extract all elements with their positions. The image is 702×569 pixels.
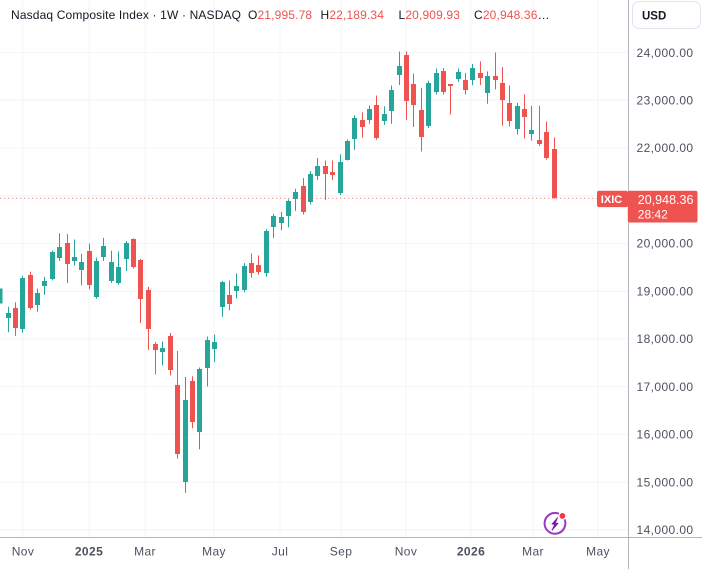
svg-text:USD: USD: [642, 10, 666, 22]
svg-text:Mar: Mar: [134, 545, 156, 559]
svg-text:22,000.00: 22,000.00: [637, 141, 694, 155]
svg-text:28:42: 28:42: [638, 208, 668, 222]
svg-text:Nasdaq Composite Index · 1W ·: Nasdaq Composite Index · 1W · NASDAQ: [11, 8, 241, 22]
svg-text:May: May: [586, 545, 610, 559]
svg-text:Nov: Nov: [395, 545, 418, 559]
svg-text:18,000.00: 18,000.00: [637, 332, 694, 346]
svg-text:14,000.00: 14,000.00: [637, 523, 694, 537]
svg-text:20,000.00: 20,000.00: [637, 237, 694, 251]
svg-text:17,000.00: 17,000.00: [637, 380, 694, 394]
svg-text:Mar: Mar: [522, 545, 544, 559]
svg-text:24,000.00: 24,000.00: [637, 46, 694, 60]
svg-text:Sep: Sep: [330, 545, 353, 559]
svg-text:15,000.00: 15,000.00: [637, 475, 694, 489]
svg-text:L20,909.93: L20,909.93: [399, 8, 461, 22]
svg-text:IXIC: IXIC: [601, 194, 622, 206]
svg-text:Jul: Jul: [272, 545, 289, 559]
svg-text:20,948.36: 20,948.36: [638, 193, 694, 207]
svg-text:May: May: [202, 545, 226, 559]
svg-text:H22,189.34: H22,189.34: [321, 8, 385, 22]
svg-text:19,000.00: 19,000.00: [637, 284, 694, 298]
svg-text:2026: 2026: [457, 545, 485, 559]
svg-text:23,000.00: 23,000.00: [637, 94, 694, 108]
svg-text:2025: 2025: [75, 545, 103, 559]
svg-text:C20,948.36…: C20,948.36…: [474, 8, 550, 22]
svg-text:16,000.00: 16,000.00: [637, 428, 694, 442]
svg-text:O21,995.78: O21,995.78: [248, 8, 312, 22]
svg-text:Nov: Nov: [12, 545, 35, 559]
